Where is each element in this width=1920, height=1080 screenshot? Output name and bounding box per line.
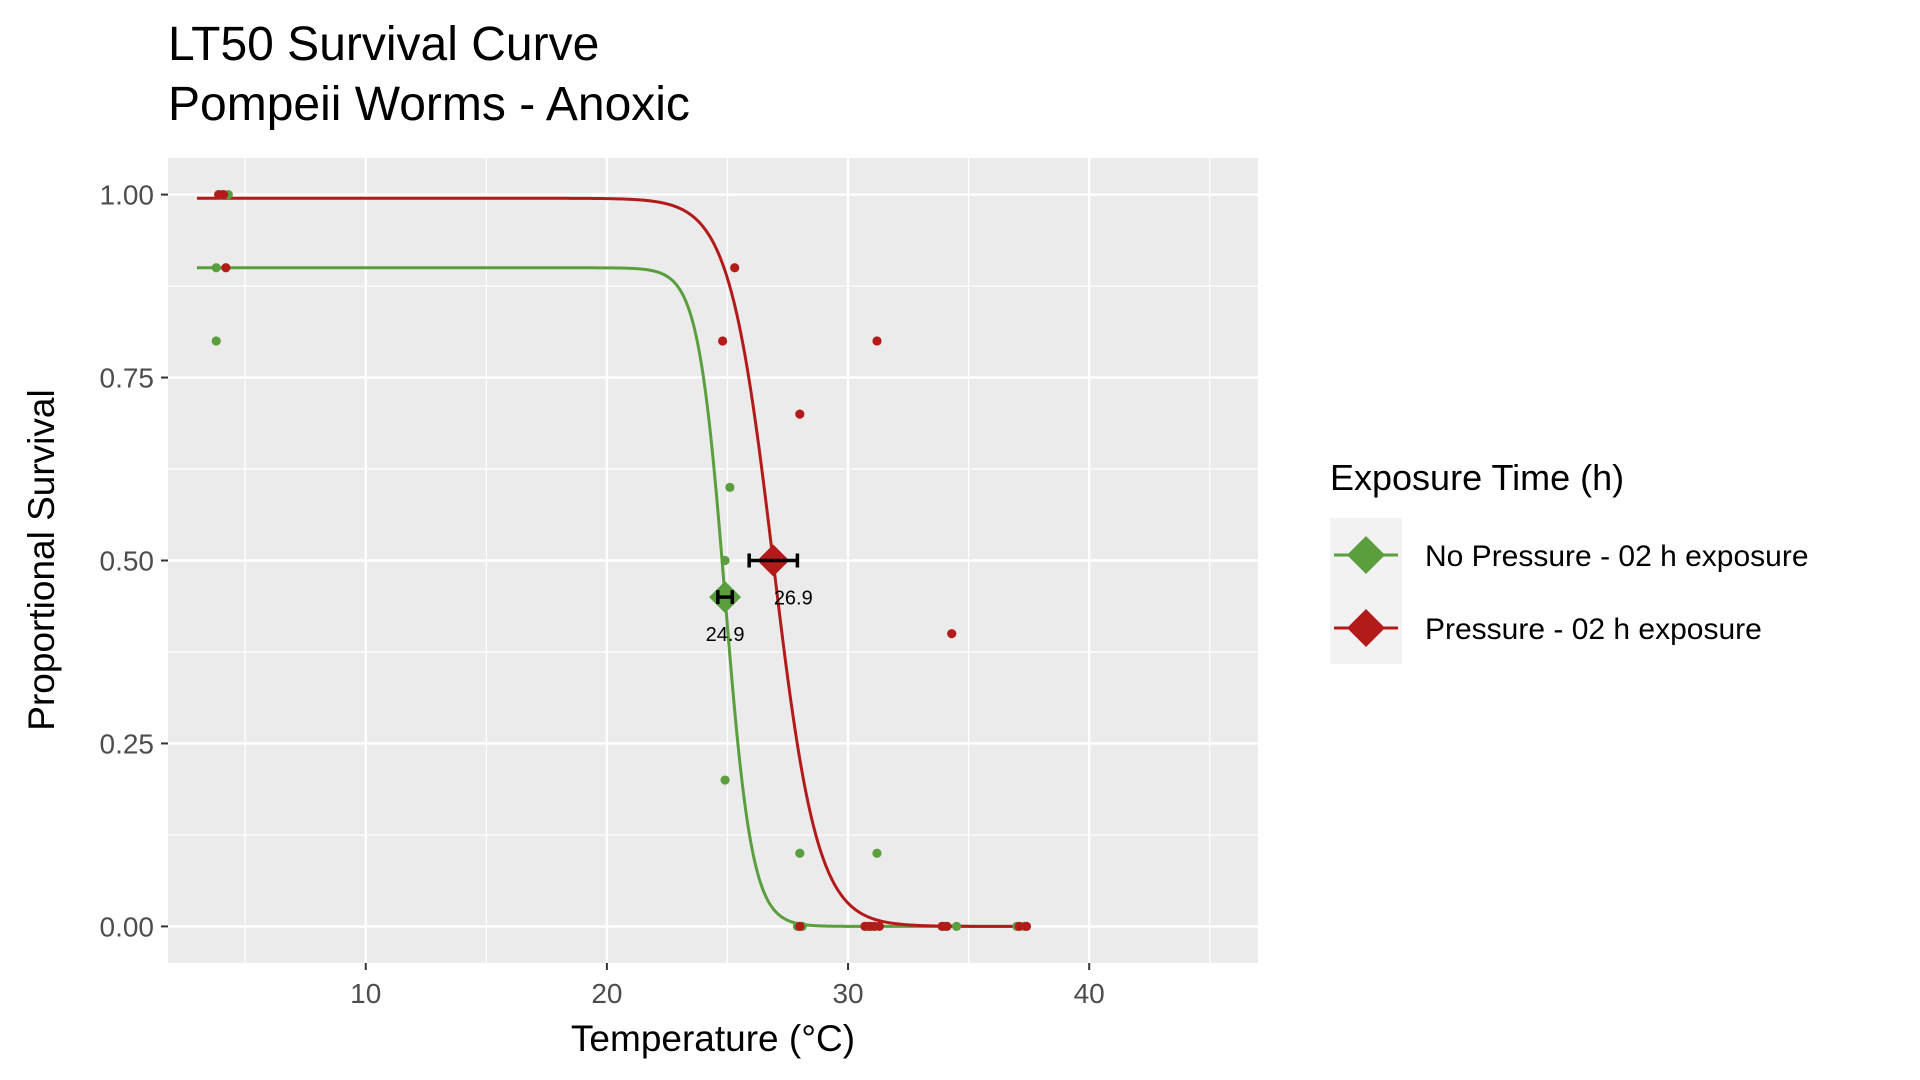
observed-point [720, 555, 730, 566]
y-tick-label: 0.25 [100, 728, 155, 759]
chart-title-line-1: LT50 Survival Curve [168, 18, 599, 71]
legend-entry-label: Pressure - 02 h exposure [1425, 613, 1762, 646]
y-tick-label: 1.00 [100, 180, 155, 211]
observed-point [218, 189, 229, 200]
legend-entry-label: No Pressure - 02 h exposure [1425, 540, 1809, 573]
legend-keys: No Pressure - 02 h exposure Pressure - 02… [1330, 518, 1809, 664]
y-tick-label: 0.50 [100, 546, 155, 577]
observed-point [872, 336, 882, 346]
legend-title: Exposure Time (h) [1330, 457, 1624, 498]
observed-point [795, 848, 805, 858]
observed-point [872, 848, 882, 858]
observed-point [947, 629, 957, 639]
observed-point [951, 921, 962, 932]
x-tick-label: 20 [591, 978, 622, 1009]
lt50-label: 24.9 [706, 624, 745, 646]
observed-point [1021, 921, 1032, 932]
x-tick-label: 30 [832, 978, 863, 1009]
legend: Exposure Time (h) No Pressure - 02 h exp… [1330, 457, 1809, 664]
x-tick-label: 10 [350, 978, 381, 1009]
x-axis-ticks: 10 20 30 40 [350, 963, 1105, 1009]
observed-point [720, 775, 730, 785]
observed-point [211, 263, 221, 273]
y-axis-title: Proportional Survival [21, 389, 62, 730]
fitted-curves [196, 196, 1029, 928]
lt50-markers: 24.9 26.9 [706, 544, 813, 646]
x-tick-label: 40 [1074, 978, 1105, 1009]
observed-point [221, 263, 231, 273]
observed-point [942, 921, 952, 932]
y-tick-label: 0.00 [100, 911, 155, 942]
observed-point [718, 336, 728, 346]
observed-point [795, 921, 805, 932]
observed-point [730, 263, 740, 273]
x-axis-title: Temperature (°C) [571, 1018, 855, 1059]
observed-point [795, 409, 805, 419]
observed-point [725, 482, 735, 492]
legend-key-diamond [1347, 536, 1385, 574]
observed-point [1014, 921, 1024, 932]
observed-points [211, 189, 1032, 932]
survival-curve [196, 196, 1029, 928]
y-axis-ticks: 0.00 0.25 0.50 0.75 1.00 [100, 180, 168, 942]
legend-key-diamond [1347, 609, 1385, 647]
observed-point [211, 336, 221, 346]
chart-title-line-2: Pompeii Worms - Anoxic [168, 78, 690, 131]
lt50-label: 26.9 [774, 588, 813, 610]
survival-curve [196, 266, 1029, 928]
y-tick-label: 0.75 [100, 363, 155, 394]
observed-point [874, 921, 884, 932]
